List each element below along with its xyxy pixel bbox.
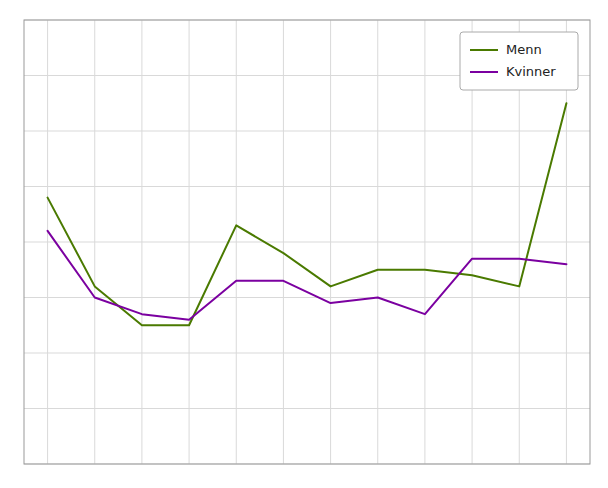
legend-swatch xyxy=(470,49,498,51)
y-grid-line xyxy=(24,242,590,243)
chart-container: Menn Kvinner xyxy=(0,0,608,488)
series-lines xyxy=(48,103,567,325)
y-grid-line xyxy=(24,131,590,132)
legend-label: Kvinner xyxy=(506,64,556,79)
series-line xyxy=(48,231,567,320)
plot-background xyxy=(24,20,590,464)
legend-box xyxy=(460,32,578,90)
legend-label: Menn xyxy=(506,42,542,57)
plot-frame xyxy=(24,20,590,464)
y-grid-line xyxy=(24,408,590,409)
grid xyxy=(24,20,590,464)
chart-svg: Menn Kvinner xyxy=(0,0,608,488)
y-grid-line xyxy=(24,353,590,354)
y-grid-line xyxy=(24,186,590,187)
legend-swatch xyxy=(470,71,498,73)
series-line xyxy=(48,103,567,325)
legend: Menn Kvinner xyxy=(460,32,578,90)
